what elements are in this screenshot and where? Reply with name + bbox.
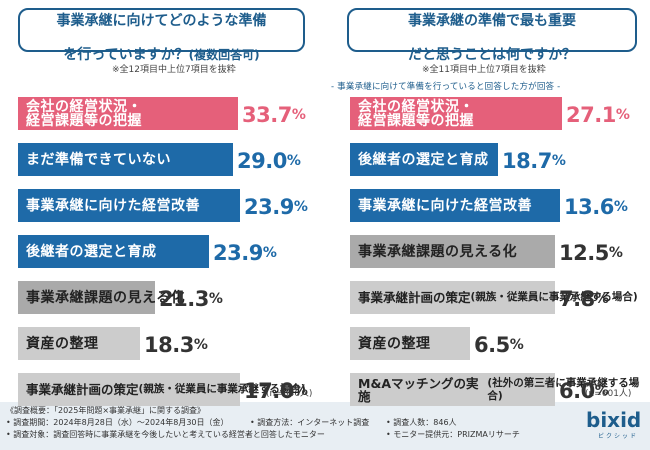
bixid-logo: bixid: [586, 408, 642, 432]
left-bar-4: [18, 235, 209, 268]
right-question-line2: だと思うことは何ですか？: [408, 47, 576, 63]
right-bar-value-6: 6.5%: [474, 327, 524, 360]
left-bar-2: [18, 143, 233, 176]
left-bar-number-1: 33.7: [242, 103, 292, 127]
right-bar-5: [350, 281, 555, 314]
right-bar-unit-1: %: [615, 107, 630, 123]
left-question-sub: (複数回答可): [188, 48, 260, 62]
right-bar-unit-5: %: [594, 291, 609, 307]
left-bar-label-6: 資産の整理: [26, 335, 99, 352]
left-bar-number-4: 23.9: [213, 241, 263, 265]
left-bar-label-3: 事業承継に向けた経営改善: [26, 197, 200, 214]
right-n-count: (n=601人): [585, 389, 632, 399]
footer-target: • 調査対象：調査回答時に事業承継を今後したいと考えている経営者と回答したモニタ…: [6, 430, 325, 439]
left-bar-unit-2: %: [286, 153, 301, 169]
left-bar-unit-3: %: [293, 199, 308, 215]
left-bar-7: [18, 373, 240, 406]
right-bar-number-3: 13.6: [564, 195, 614, 219]
right-bar-unit-7: %: [594, 383, 609, 399]
right-question-line1: 事業承継の準備で最も重要: [408, 13, 576, 29]
left-bar-value-3: 23.9%: [244, 189, 308, 222]
left-n-count: (n=846人): [266, 389, 313, 399]
footer-provider: • モニター提供元：PRIZMAリサーチ: [386, 430, 520, 439]
right-bar-unit-4: %: [608, 245, 623, 261]
right-bar-number-2: 18.7: [502, 149, 552, 173]
left-bar-label-2: まだ準備できていない: [26, 151, 171, 168]
left-bar-label-5: 事業承継課題の見える化: [26, 289, 186, 306]
right-bar-unit-6: %: [509, 337, 524, 353]
right-bar-unit-2: %: [551, 153, 566, 169]
right-bar-unit-3: %: [613, 199, 628, 215]
right-bar-number-1: 27.1: [566, 103, 616, 127]
left-bar-label-4: 後継者の選定と育成: [26, 243, 157, 260]
left-bar-6: [18, 327, 140, 360]
right-bar-label-3: 事業承継に向けた経営改善: [358, 197, 532, 214]
left-bar-number-6: 18.3: [144, 333, 194, 357]
right-bar-6: [350, 327, 470, 360]
right-bar-number-4: 12.5: [559, 241, 609, 265]
left-bar-3: [18, 189, 240, 222]
left-bar-unit-7: %: [293, 383, 308, 399]
left-bar-value-6: 18.3%: [144, 327, 208, 360]
right-bar-label-2: 後継者の選定と育成: [358, 151, 489, 168]
bixid-logo-sub: ビクシッド: [598, 433, 639, 440]
left-bar-value-5: 21.3%: [159, 281, 223, 314]
right-bar-value-4: 12.5%: [559, 235, 623, 268]
left-bar-value-2: 29.0%: [237, 143, 301, 176]
footer-count: • 調査人数：846人: [386, 418, 457, 427]
left-bar-label-1: 会社の経営状況・ 経営課題等の把握: [26, 98, 142, 129]
footer-period: • 調査期間：2024年8月28日（水）～2024年8月30日（金）: [6, 418, 229, 427]
left-bar-label-7: 事業承継計画の策定 (親族・従業員に事業承継する場合): [26, 382, 306, 397]
right-bar-value-5: 7.8%: [559, 281, 609, 314]
left-bar-5: [18, 281, 155, 314]
left-bar-number-2: 29.0: [237, 149, 287, 173]
right-bar-label-4: 事業承継課題の見える化: [358, 243, 518, 260]
right-bar-label-1: 会社の経営状況・ 経営課題等の把握: [358, 98, 474, 129]
right-bar-value-2: 18.7%: [502, 143, 566, 176]
left-question-line1: 事業承継に向けてどのような準備: [56, 13, 267, 29]
left-note: ※全12項目中上位7項目を抜粋: [112, 65, 236, 75]
left-bar-1: [18, 97, 238, 130]
right-bar-2: [350, 143, 498, 176]
left-bar-number-5: 21.3: [159, 287, 209, 311]
right-note: ※全11項目中上位7項目を抜粋: [422, 65, 546, 75]
left-bar-value-4: 23.9%: [213, 235, 277, 268]
left-bar-unit-4: %: [262, 245, 277, 261]
right-bar-3: [350, 189, 560, 222]
right-bar-number-5: 7.8: [559, 287, 595, 311]
footer: [0, 402, 650, 450]
right-bar-number-7: 6.0: [559, 379, 595, 403]
right-bar-value-7: 6.0%: [559, 373, 609, 406]
left-bar-unit-6: %: [193, 337, 208, 353]
left-question-line2: を行っていますか？: [63, 47, 189, 63]
right-note2: - 事業承継に向けて準備を行っていると回答した方が回答 -: [331, 82, 561, 92]
footer-survey-title: 《調査概要：「2025年問題×事業承継」に関する調査》: [6, 406, 206, 415]
right-bar-label-5: 事業承継計画の策定 (親族・従業員に事業承継する場合): [358, 290, 638, 305]
left-bar-value-1: 33.7%: [242, 97, 306, 130]
left-question-box: 事業承継に向けてどのような準備 を行っていますか？(複数回答可): [18, 8, 305, 63]
right-bar-4: [350, 235, 555, 268]
left-bar-value-7: 17.0%: [244, 373, 308, 406]
left-bar-unit-1: %: [291, 107, 306, 123]
right-bar-value-3: 13.6%: [564, 189, 628, 222]
right-bar-7: [350, 373, 555, 406]
right-bar-value-1: 27.1%: [566, 97, 630, 130]
right-question-box: 事業承継の準備で最も重要 だと思うことは何ですか？: [347, 8, 637, 63]
right-bar-1: [350, 97, 562, 130]
footer-method: • 調査方法：インターネット調査: [250, 418, 370, 427]
left-bar-number-3: 23.9: [244, 195, 294, 219]
right-bar-label-6: 資産の整理: [358, 335, 431, 352]
left-bar-unit-5: %: [208, 291, 223, 307]
left-bar-number-7: 17.0: [244, 379, 294, 403]
right-bar-number-6: 6.5: [474, 333, 510, 357]
right-bar-label-7: M&Aマッチングの実施 (社外の第三者に事業承継する場合): [358, 375, 640, 404]
